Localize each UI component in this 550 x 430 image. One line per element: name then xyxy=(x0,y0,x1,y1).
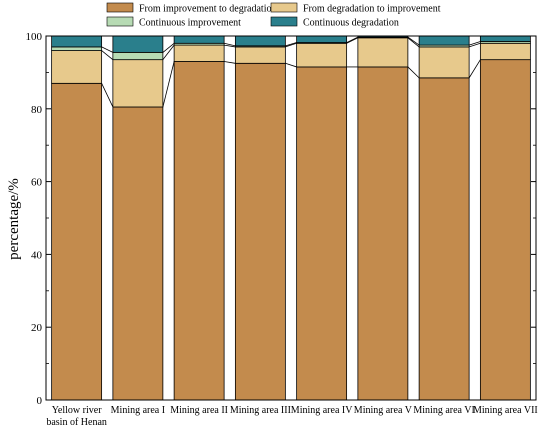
bar-segment-4-cat-8 xyxy=(479,35,531,42)
legend: From improvement to degradation From degr… xyxy=(106,2,441,29)
bar-segment-2-cat-8 xyxy=(479,42,531,61)
y-tick-label: 60 xyxy=(31,177,43,189)
axes: 0 20 40 60 80 100 xyxy=(26,31,537,407)
connector-line xyxy=(285,62,297,68)
legend-label: From improvement to degradation xyxy=(139,4,276,15)
y-tick-label: 80 xyxy=(31,104,43,116)
legend-swatch xyxy=(106,16,134,27)
connector-line xyxy=(285,42,297,48)
connector-line xyxy=(224,61,236,64)
bar-segment-2-cat-2 xyxy=(112,59,164,108)
category-labels: Yellow river basin of Henan Mining area I M… xyxy=(46,405,537,428)
legend-label: Continuous improvement xyxy=(139,18,241,29)
bar-segment-3-cat-1 xyxy=(51,46,103,51)
connector-line xyxy=(101,50,114,60)
x-tick-label: Yellow river basin of Henan xyxy=(46,405,107,428)
bar-segment-4-cat-5 xyxy=(296,35,348,43)
connector-line xyxy=(101,46,114,53)
y-tick-label: 40 xyxy=(31,249,43,261)
bar-segment-1-cat-6 xyxy=(357,66,409,401)
legend-swatch xyxy=(106,2,134,13)
connector-line xyxy=(346,36,359,43)
legend-swatch xyxy=(270,16,298,27)
connector-line xyxy=(407,66,420,79)
y-tick-label: 0 xyxy=(37,395,43,407)
connector-line xyxy=(407,37,420,48)
connector-line xyxy=(469,41,481,46)
connector-line xyxy=(162,42,175,53)
stack-connector-lines xyxy=(101,36,481,108)
connector-line xyxy=(224,42,236,47)
connector-line xyxy=(101,83,114,108)
bar-segment-1-cat-8 xyxy=(479,59,531,401)
bar-segment-4-cat-3 xyxy=(173,35,225,44)
bar-segment-1-cat-5 xyxy=(296,66,348,401)
y-tick-label: 100 xyxy=(26,31,43,43)
bar-segment-2-cat-6 xyxy=(357,37,409,68)
y-axis-title: percentage/% xyxy=(6,178,22,260)
bar-segment-2-cat-5 xyxy=(296,42,348,68)
bars xyxy=(51,35,531,401)
connector-line xyxy=(407,36,420,46)
legend-label: From degradation to improvement xyxy=(303,4,441,15)
bar-segment-4-cat-2 xyxy=(112,35,164,53)
bar-segment-2-cat-7 xyxy=(418,46,470,79)
bar-segment-4-cat-7 xyxy=(418,35,470,46)
x-tick-label: Mining area II xyxy=(170,405,228,416)
bar-segment-1-cat-7 xyxy=(418,77,470,401)
connector-line xyxy=(162,61,175,108)
connector-line xyxy=(285,42,297,47)
bar-segment-2-cat-3 xyxy=(173,44,225,62)
x-tick-label: Mining area V xyxy=(354,405,413,416)
y-tick-label: 20 xyxy=(31,322,43,334)
x-tick-label: Mining area III xyxy=(230,405,291,416)
bar-segment-2-cat-1 xyxy=(51,50,103,84)
x-tick-label: Mining area VI xyxy=(413,405,474,416)
legend-label: Continuous degradation xyxy=(303,18,399,29)
connector-line xyxy=(162,44,175,60)
bar-segment-4-cat-1 xyxy=(51,35,103,48)
bar-segment-1-cat-4 xyxy=(234,62,286,401)
bar-segment-1-cat-1 xyxy=(51,82,103,401)
bar-segment-1-cat-3 xyxy=(173,61,225,401)
bar-segment-3-cat-2 xyxy=(112,51,164,61)
bar-segment-2-cat-4 xyxy=(234,46,286,64)
connector-line xyxy=(469,42,481,48)
x-tick-label: Mining area IV xyxy=(291,405,353,416)
bar-segment-1-cat-2 xyxy=(112,106,164,401)
x-tick-label: Mining area VII xyxy=(473,405,538,416)
legend-swatch xyxy=(270,2,298,13)
connector-line xyxy=(224,44,236,48)
x-tick-label: Mining area I xyxy=(111,405,165,416)
bar-segment-4-cat-4 xyxy=(234,35,286,47)
connector-line xyxy=(346,37,359,44)
connector-line xyxy=(468,59,481,79)
